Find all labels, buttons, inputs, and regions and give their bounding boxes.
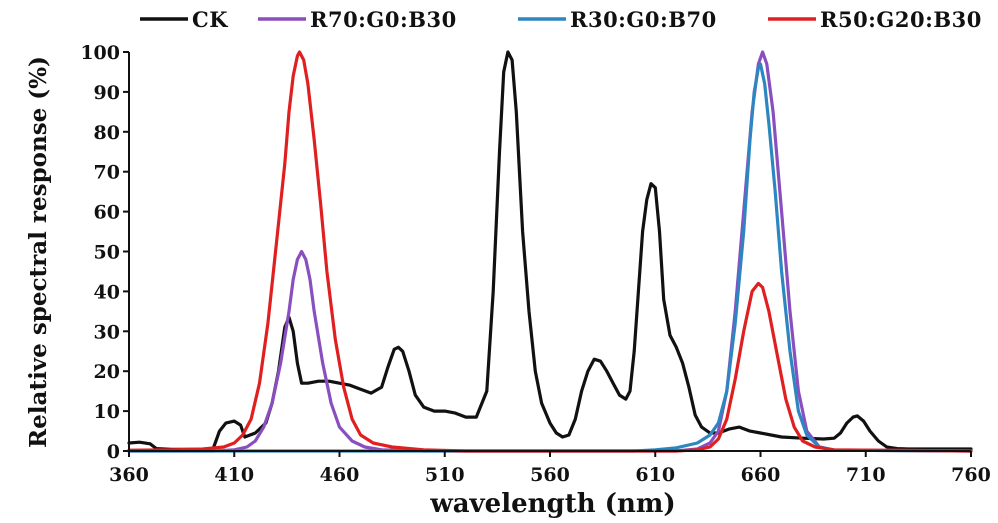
- x-tick-label: 360: [109, 464, 149, 486]
- y-axis-title: Relative spectral response (%): [25, 56, 52, 448]
- x-tick-label: 460: [320, 464, 360, 486]
- series-line-3: [127, 50, 973, 453]
- axes: 360 410 460 510 560 610 660 710 760 0 10 20 30 40 50 60…: [80, 42, 991, 486]
- legend-label-3: R50:G20:B30: [820, 7, 982, 32]
- y-tick-label: 80: [94, 122, 120, 144]
- legend: CK R70:G0:B30 R30:G0:B70 R50:G20:B30: [140, 7, 982, 32]
- x-tick-label: 610: [635, 464, 675, 486]
- legend-label-2: R30:G0:B70: [570, 7, 717, 32]
- y-tick-label: 100: [80, 42, 120, 64]
- x-tick-label: 710: [846, 464, 886, 486]
- x-tick-label: 510: [425, 464, 465, 486]
- x-axis-title: wavelength (nm): [429, 489, 675, 519]
- series-layer: [127, 50, 973, 453]
- y-tick-label: 70: [94, 162, 120, 184]
- series-line-0: [127, 50, 973, 451]
- y-tick-label: 60: [94, 202, 120, 224]
- x-tick-label: 760: [951, 464, 991, 486]
- series-line-2: [127, 62, 973, 453]
- legend-label-1: R70:G0:B30: [310, 7, 457, 32]
- series-line-1: [127, 50, 973, 453]
- x-tick-label: 410: [214, 464, 254, 486]
- y-tick-label: 90: [94, 82, 120, 104]
- x-tick-label: 560: [530, 464, 570, 486]
- y-tick-label: 20: [94, 361, 120, 383]
- y-tick-label: 50: [94, 242, 120, 264]
- x-tick-label: 660: [741, 464, 781, 486]
- y-tick-label: 10: [94, 401, 120, 423]
- legend-label-0: CK: [192, 7, 228, 32]
- y-tick-label: 0: [107, 441, 120, 463]
- y-tick-label: 30: [94, 321, 120, 343]
- y-tick-label: 40: [94, 281, 120, 303]
